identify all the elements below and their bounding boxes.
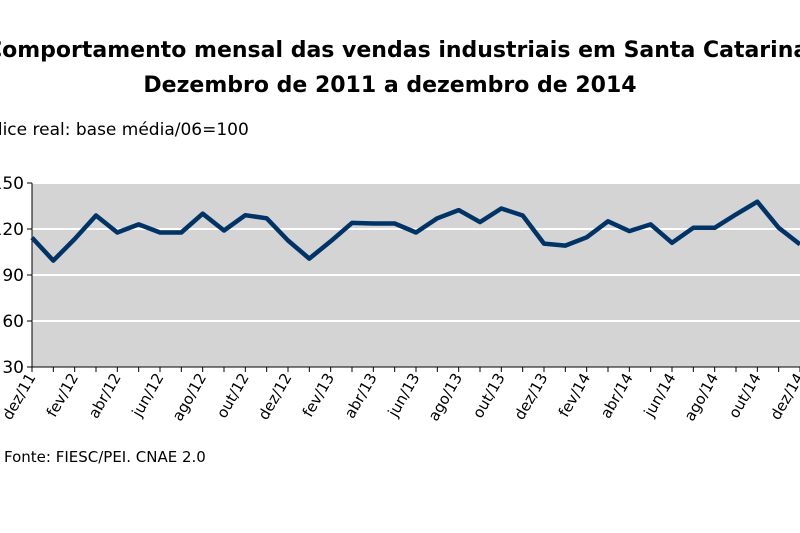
x-tick-label: ago/13 bbox=[425, 370, 467, 424]
source-note: Fonte: FIESC/PEI. CNAE 2.0 bbox=[4, 448, 206, 466]
x-tick-label: jun/14 bbox=[640, 370, 680, 421]
x-tick-label: fev/14 bbox=[555, 370, 594, 420]
chart-title: Comportamento mensal das vendas industri… bbox=[0, 38, 800, 63]
y-tick-label: 60 bbox=[2, 312, 24, 332]
x-tick-label: abr/14 bbox=[597, 370, 637, 421]
x-tick-label: abr/12 bbox=[85, 370, 125, 421]
y-tick-label: 120 bbox=[0, 220, 24, 240]
x-tick-label: ago/14 bbox=[681, 370, 723, 424]
x-tick-label: dez/14 bbox=[766, 370, 800, 423]
x-tick-label: ago/12 bbox=[169, 370, 211, 424]
y-tick-label: 150 bbox=[0, 174, 24, 194]
x-tick-label: out/13 bbox=[469, 370, 509, 421]
x-tick-label: out/14 bbox=[725, 370, 765, 421]
x-tick-label: fev/13 bbox=[299, 370, 338, 420]
x-tick-label: jun/12 bbox=[128, 370, 168, 421]
x-tick-label: fev/12 bbox=[43, 370, 82, 420]
x-tick-label: abr/13 bbox=[341, 370, 381, 421]
y-tick-label: 30 bbox=[2, 358, 24, 378]
x-tick-label: dez/12 bbox=[254, 370, 295, 423]
x-tick-label: out/12 bbox=[213, 370, 253, 421]
y-tick-label: 90 bbox=[2, 266, 24, 286]
chart-subtitle: Dezembro de 2011 a dezembro de 2014 bbox=[143, 73, 637, 98]
y-axis-label: Índice real: base média/06=100 bbox=[0, 120, 249, 140]
x-tick-label: dez/13 bbox=[510, 370, 551, 423]
x-tick-label: jun/13 bbox=[384, 370, 424, 421]
